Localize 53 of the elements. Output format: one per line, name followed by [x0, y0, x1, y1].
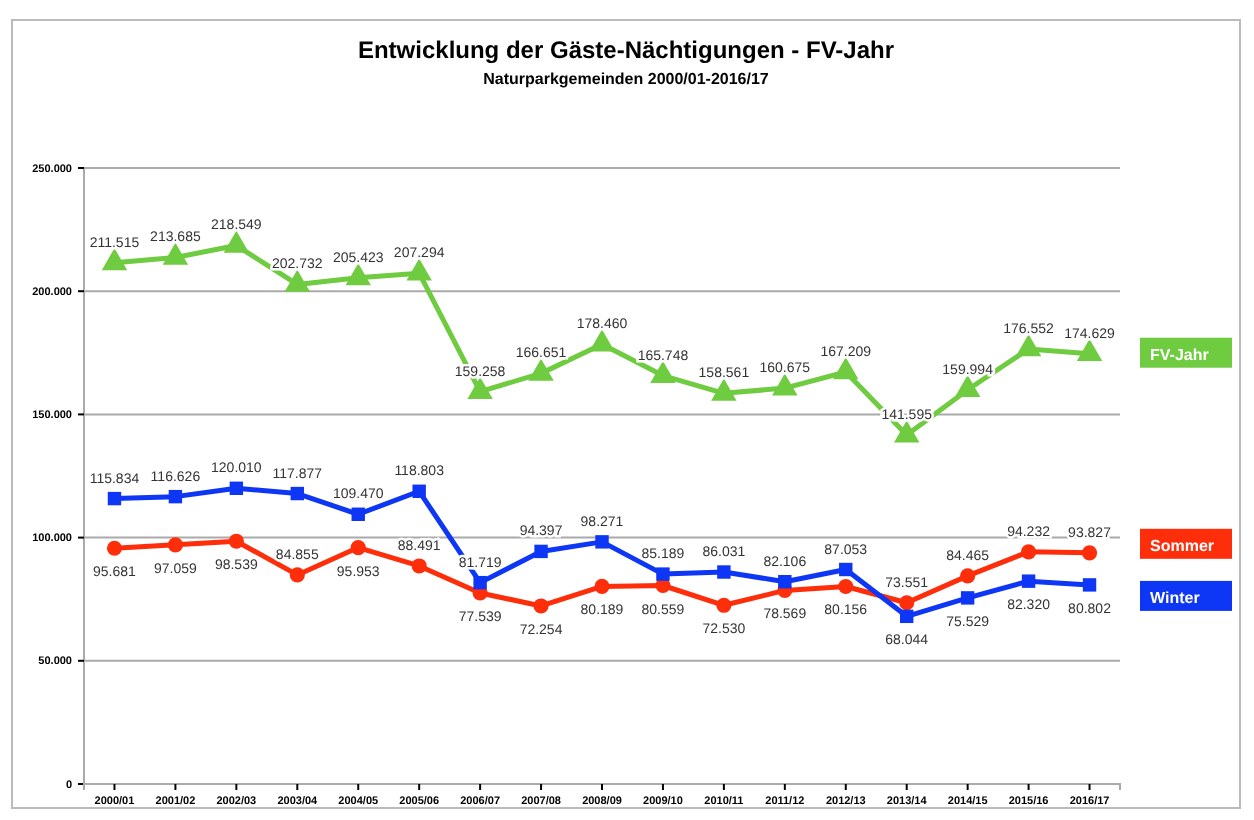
point: [716, 597, 732, 613]
point: [345, 263, 371, 286]
point: [467, 376, 493, 399]
point: [589, 329, 615, 352]
point: [954, 375, 981, 398]
point: [960, 568, 976, 584]
point: [289, 567, 305, 583]
point: [595, 535, 609, 549]
point: [650, 360, 676, 383]
point: [778, 574, 792, 589]
point: [833, 357, 859, 380]
point: [473, 575, 487, 590]
point: [534, 544, 548, 559]
point: [107, 491, 122, 506]
point: [290, 486, 304, 501]
point: [411, 558, 427, 574]
point: [350, 540, 366, 556]
point: [162, 242, 189, 265]
point: [168, 489, 183, 504]
point: [101, 248, 128, 271]
chart-title: Entwicklung der Gäste-Nächtigungen - FV-Jahr: [357, 36, 895, 64]
point: [960, 591, 975, 605]
point: [711, 378, 737, 401]
point: [228, 533, 244, 549]
point: [772, 373, 798, 396]
point: [229, 481, 244, 495]
text: Sommer: [1150, 536, 1215, 555]
point: [1081, 545, 1098, 561]
point: [656, 567, 670, 581]
point: [1076, 339, 1103, 362]
point: [351, 507, 365, 521]
point: [1082, 578, 1097, 592]
point: [406, 258, 432, 281]
point: [839, 562, 853, 577]
point: [533, 598, 549, 614]
point: [893, 420, 920, 443]
point: [528, 358, 554, 381]
point: [284, 269, 311, 292]
point: [899, 595, 915, 611]
text: Winter: [1150, 588, 1200, 607]
text: FV-Jahr: [1150, 345, 1209, 364]
chart-subtitle: Naturparkgemeinden 2000/01-2016/17: [483, 70, 770, 88]
point: [1021, 544, 1037, 560]
point: [223, 230, 250, 253]
point: [1015, 334, 1042, 357]
point: [167, 537, 183, 553]
point: [1021, 574, 1036, 588]
point: [412, 484, 426, 498]
point: [838, 578, 854, 595]
point: [594, 578, 610, 594]
point: [106, 540, 123, 556]
point: [900, 609, 914, 624]
point: [717, 565, 731, 579]
